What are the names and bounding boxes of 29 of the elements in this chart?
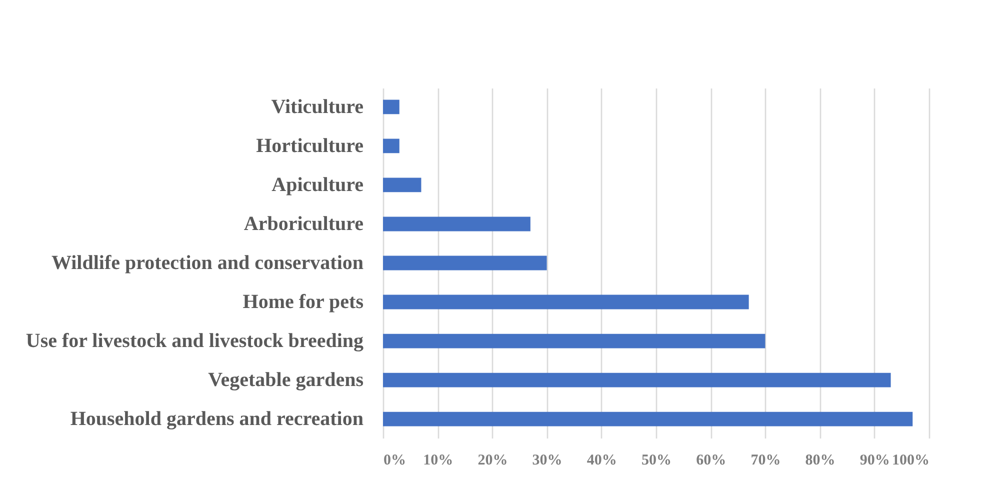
bar xyxy=(383,100,400,114)
x-tick-label: 90% xyxy=(860,452,890,468)
x-tick-label: 100% xyxy=(892,452,930,468)
bar xyxy=(383,412,913,426)
bar xyxy=(383,334,766,348)
bar xyxy=(383,294,749,310)
x-tick-label: 80% xyxy=(805,452,836,468)
bar xyxy=(383,138,400,154)
y-tick-label: Home for pets xyxy=(242,291,364,314)
x-tick-label: 30% xyxy=(532,452,562,468)
y-tick-label: Arboriculture xyxy=(244,212,364,235)
y-tick-label: Use for livestock and livestock breeding xyxy=(26,330,364,352)
bar xyxy=(383,256,547,270)
x-tick-label: 70% xyxy=(750,452,781,468)
y-tick-label: Household gardens and recreation xyxy=(70,408,364,430)
x-tick-label: 0% xyxy=(384,452,406,468)
y-tick-label: Apiculture xyxy=(272,174,364,196)
x-tick-label: 50% xyxy=(642,452,672,468)
x-tick-label: 60% xyxy=(696,452,726,468)
bar xyxy=(383,216,530,232)
x-tick-label: 40% xyxy=(586,452,617,468)
y-tick-label: Horticulture xyxy=(256,134,364,157)
y-tick-label: Viticulture xyxy=(271,96,364,118)
bar xyxy=(383,372,891,388)
x-tick-label: 10% xyxy=(423,452,454,468)
y-tick-label: Wildlife protection and conservation xyxy=(51,252,364,274)
bar xyxy=(383,178,422,192)
y-tick-label: Vegetable gardens xyxy=(208,369,364,392)
x-tick-label: 20% xyxy=(478,452,508,468)
